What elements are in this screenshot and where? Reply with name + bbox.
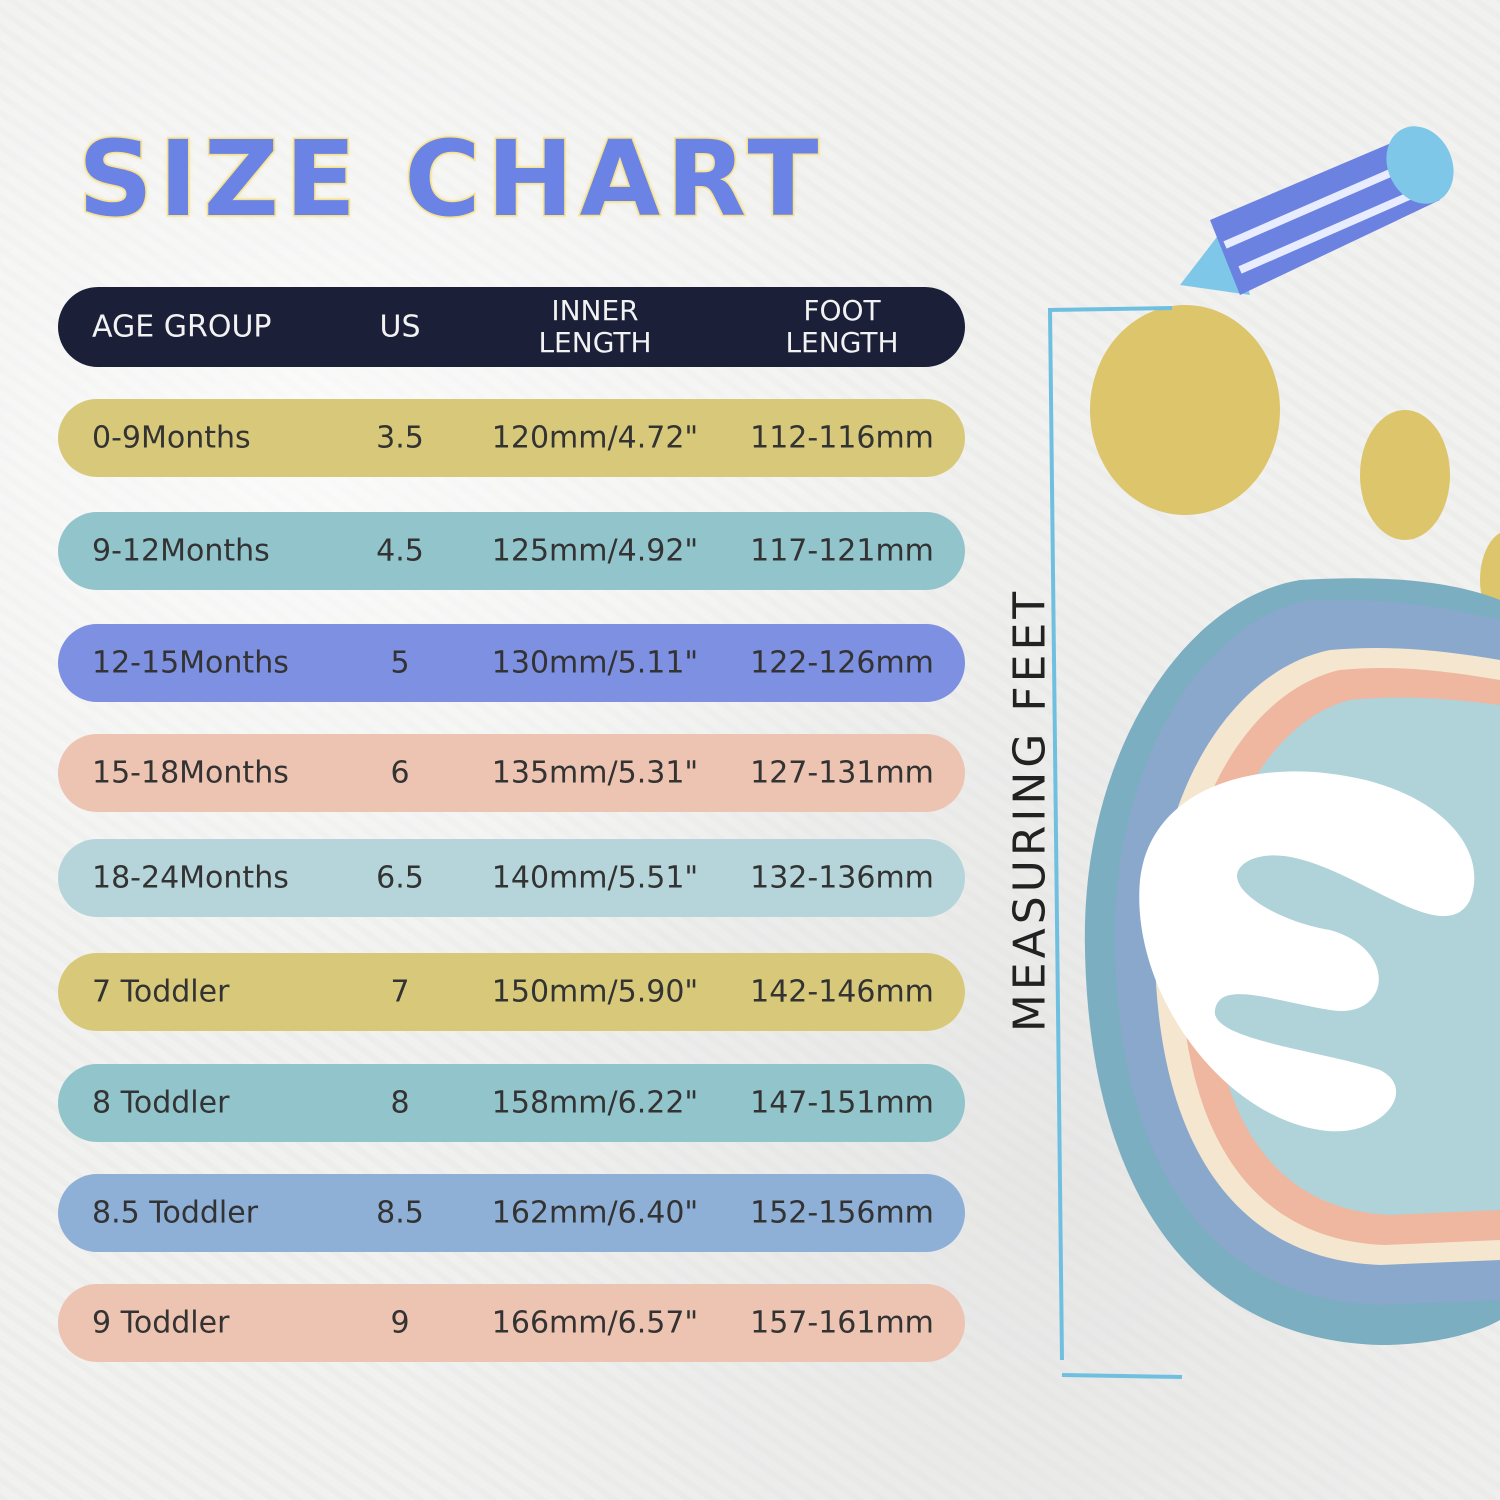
us-size-cell-text: 4.5 <box>376 533 424 569</box>
age-group-cell-text: 8.5 Toddler <box>92 1195 259 1231</box>
age-group-cell: 12-15Months <box>92 646 289 681</box>
foot-length-cell-text: 157-161mm <box>750 1305 934 1341</box>
age-group-cell: 0-9Months <box>92 421 251 456</box>
foot-length-cell-text: 122-126mm <box>750 645 934 681</box>
age-group-cell: 7 Toddler <box>92 975 229 1010</box>
age-group-cell-text: 15-18Months <box>92 755 289 791</box>
us-size-cell-text: 6 <box>390 755 410 791</box>
inner-length-cell-text: 125mm/4.92" <box>491 533 699 569</box>
foot-length-cell-text: 142-146mm <box>750 974 934 1010</box>
table-row: 8 Toddler 8 158mm/6.22" 147-151mm <box>58 1064 965 1142</box>
table-row: 7 Toddler 7 150mm/5.90" 142-146mm <box>58 953 965 1031</box>
us-size-cell-text: 3.5 <box>376 420 424 456</box>
age-group-cell: 15-18Months <box>92 756 289 791</box>
table-row: 8.5 Toddler 8.5 162mm/6.40" 152-156mm <box>58 1174 965 1252</box>
inner-length-cell-text: 120mm/4.72" <box>491 420 699 456</box>
foot-length-cell-text: 132-136mm <box>750 860 934 896</box>
inner-length-cell-text: 135mm/5.31" <box>491 755 699 791</box>
measuring-feet-label: MEASURING FEET <box>1004 587 1056 1033</box>
foot-length-cell-text: 127-131mm <box>750 755 934 791</box>
toe-shapes <box>1090 305 1500 628</box>
us-size-cell-text: 5 <box>390 645 410 681</box>
age-group-cell-text: 12-15Months <box>92 645 289 681</box>
header-inner-line1: INNER <box>551 294 639 327</box>
age-group-cell-text: 7 Toddler <box>92 974 230 1010</box>
header-foot-line1: FOOT <box>803 294 881 327</box>
table-row: 18-24Months 6.5 140mm/5.51" 132-136mm <box>58 839 965 917</box>
table-row: 15-18Months 6 135mm/5.31" 127-131mm <box>58 734 965 812</box>
inner-length-cell-text: 162mm/6.40" <box>491 1195 699 1231</box>
table-row: 12-15Months 5 130mm/5.11" 122-126mm <box>58 624 965 702</box>
us-size-cell-text: 6.5 <box>376 860 424 896</box>
us-size-cell-text: 8 <box>390 1085 410 1121</box>
foot-length-cell-text: 152-156mm <box>750 1195 934 1231</box>
pencil-icon <box>1180 126 1454 295</box>
age-group-cell-text: 9 Toddler <box>92 1305 230 1341</box>
age-group-cell: 8 Toddler <box>92 1086 229 1121</box>
header-us-label: US <box>379 309 421 345</box>
age-group-cell: 9-12Months <box>92 534 270 569</box>
inner-length-cell-text: 166mm/6.57" <box>491 1305 699 1341</box>
age-group-cell-text: 8 Toddler <box>92 1085 230 1121</box>
table-row: 9-12Months 4.5 125mm/4.92" 117-121mm <box>58 512 965 590</box>
foot-shape <box>1084 578 1500 1345</box>
header-foot-line2: LENGTH <box>785 326 899 359</box>
age-group-cell-text: 9-12Months <box>92 533 270 569</box>
table-row: 0-9Months 3.5 120mm/4.72" 112-116mm <box>58 399 965 477</box>
age-group-cell-text: 18-24Months <box>92 860 289 896</box>
us-size-cell-text: 7 <box>390 974 410 1010</box>
foot-length-cell-text: 117-121mm <box>750 533 934 569</box>
header-inner-line2: LENGTH <box>538 326 652 359</box>
foot-length-cell-text: 112-116mm <box>750 420 934 456</box>
age-group-cell: 8.5 Toddler <box>92 1196 258 1231</box>
us-size-cell-text: 9 <box>390 1305 410 1341</box>
table-row: 9 Toddler 9 166mm/6.57" 157-161mm <box>58 1284 965 1362</box>
inner-length-cell-text: 130mm/5.11" <box>491 645 699 681</box>
inner-length-cell-text: 150mm/5.90" <box>491 974 699 1010</box>
age-group-cell-text: 0-9Months <box>92 420 251 456</box>
header-age-group: AGE GROUP <box>92 309 272 345</box>
age-group-cell: 18-24Months <box>92 861 289 896</box>
page-title: SIZE CHART <box>76 117 825 242</box>
measuring-line <box>1047 306 1183 1379</box>
foot-length-cell-text: 147-151mm <box>750 1085 934 1121</box>
inner-length-cell-text: 140mm/5.51" <box>491 860 699 896</box>
inner-length-cell-text: 158mm/6.22" <box>491 1085 699 1121</box>
age-group-cell: 9 Toddler <box>92 1306 229 1341</box>
table-header: AGE GROUP US INNER LENGTH FOOT LENGTH <box>58 287 965 367</box>
us-size-cell-text: 8.5 <box>376 1195 424 1231</box>
